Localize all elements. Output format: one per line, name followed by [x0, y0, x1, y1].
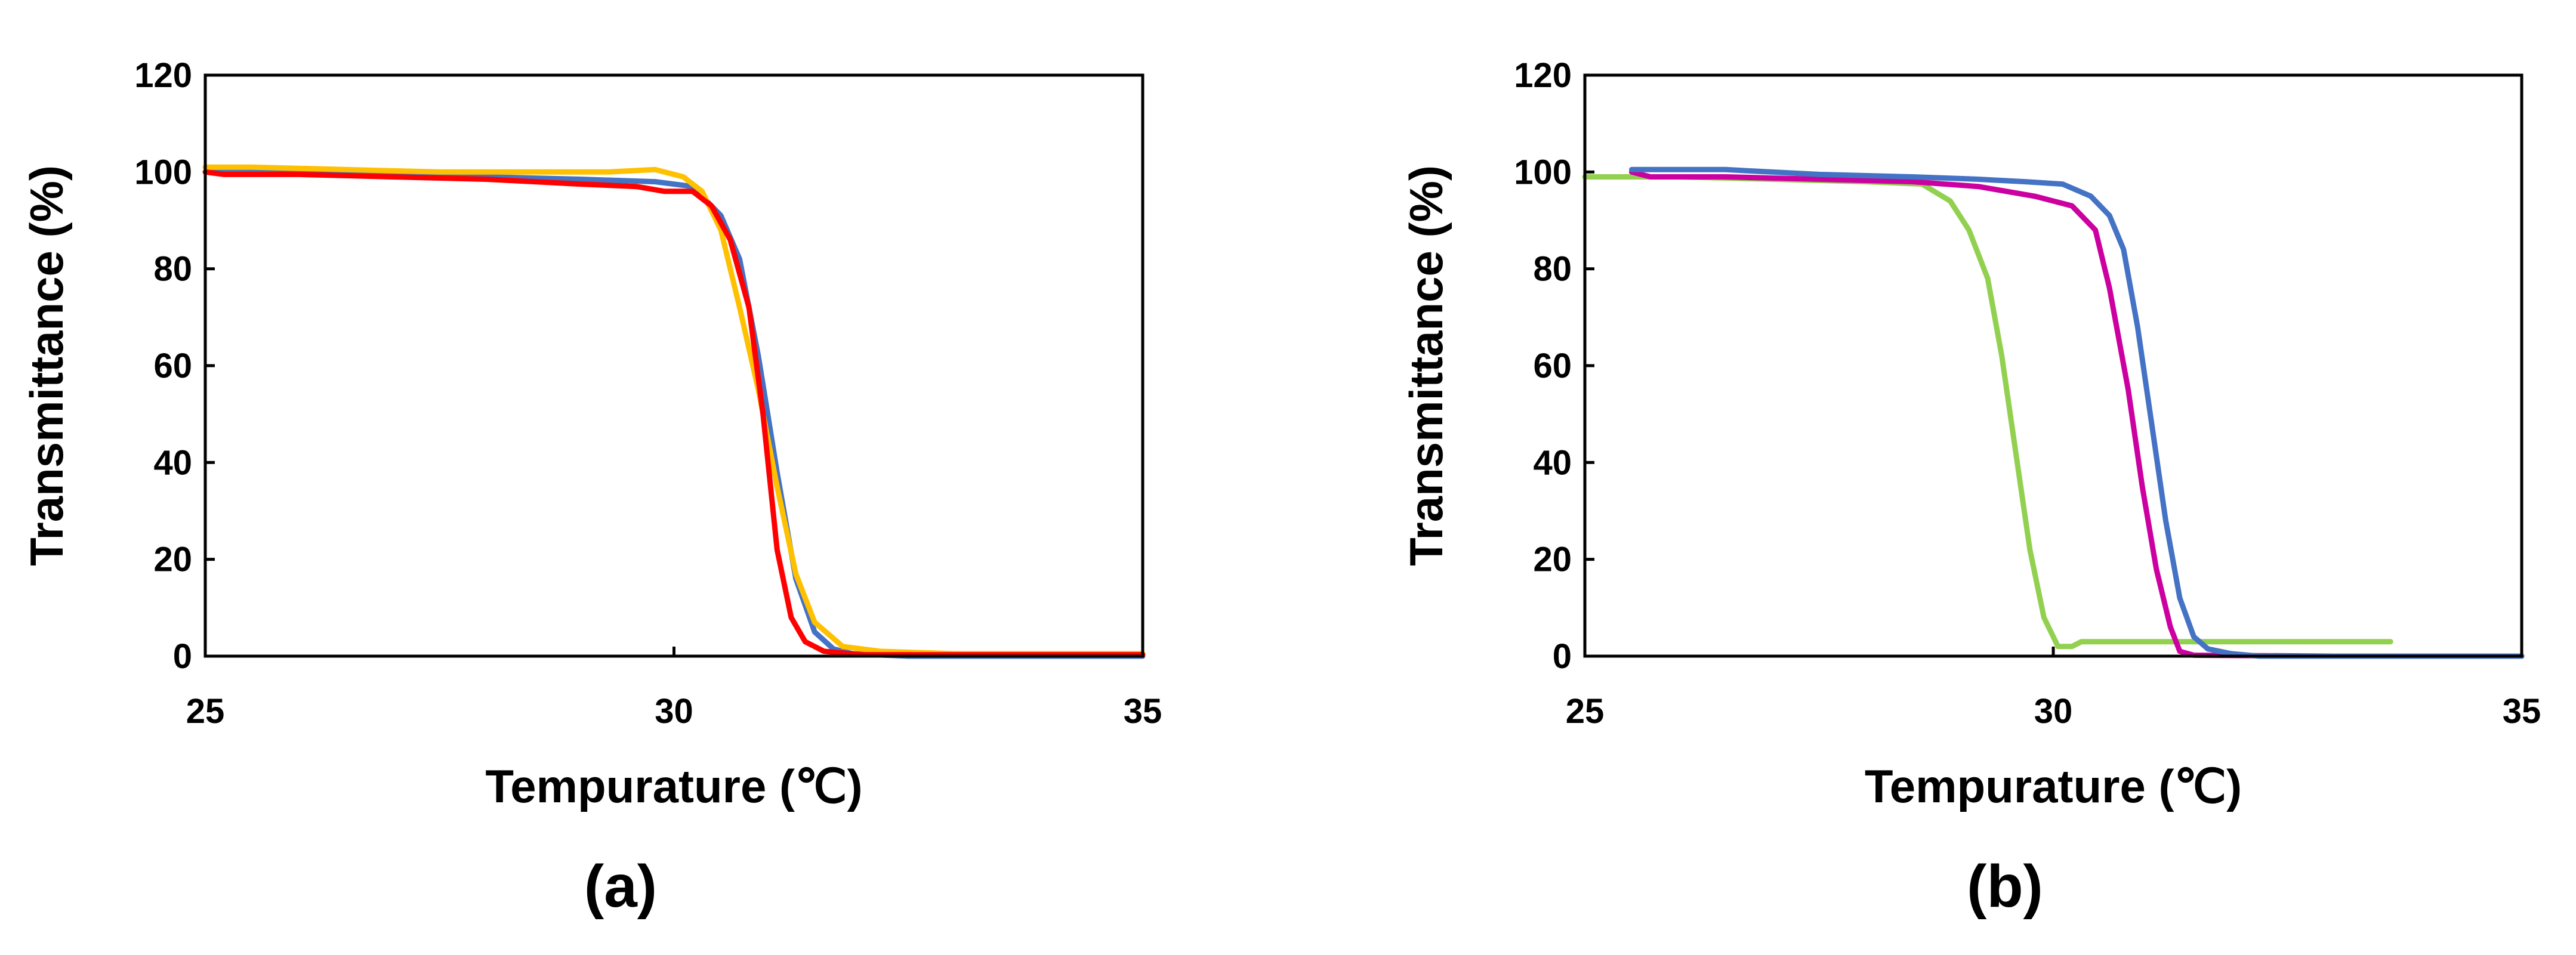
panel-a-y-tick-label: 0	[173, 637, 192, 676]
panel-b-x-tick-label: 30	[2034, 692, 2073, 731]
panel-b-series-2-line	[1629, 169, 2525, 659]
panel-b-label: (b)	[1967, 853, 2043, 920]
panel-b-y-tick-label: 20	[1533, 540, 1572, 579]
panel-b-x-axis: 25 30 35	[1566, 647, 2541, 731]
panel-b-y-tick-label: 0	[1553, 637, 1572, 676]
panel-a-y-axis: 0 20 40 60 80 100 120	[134, 56, 215, 676]
panel-b-y-axis-label: Transmittance (%)	[1400, 165, 1452, 566]
panel-b-y-tick-label: 100	[1514, 153, 1572, 191]
panel-a-plot-frame	[203, 73, 1144, 658]
panel-b-series-1-line	[1582, 174, 2393, 650]
panel-b-x-tick-label: 25	[1566, 692, 1605, 731]
panel-b-x-tick-label: 35	[2503, 692, 2541, 731]
panel-a-series-3-line	[202, 169, 1146, 658]
panel-a-series-1-line	[202, 169, 1146, 659]
panel-b-plot-area	[1582, 166, 2525, 659]
panel-b-series-3-line	[1629, 166, 2525, 659]
panel-a-series-2-line	[202, 164, 1146, 657]
panel-b-y-tick-label: 40	[1533, 443, 1572, 482]
panel-a-y-tick-label: 60	[153, 347, 192, 385]
panel-b-y-tick-label: 80	[1533, 250, 1572, 289]
panel-b-x-axis-label: Tempurature (℃)	[1865, 760, 2242, 812]
panel-b-y-tick-label: 120	[1514, 56, 1572, 95]
panel-a-y-tick-label: 120	[134, 56, 192, 95]
panel-a-label: (a)	[584, 853, 657, 920]
panel-a-chart: 0 20 40 60 80 100 120 25 30 35 Tempurature (℃) T…	[20, 56, 1162, 920]
panel-a-y-tick-label: 80	[153, 250, 192, 289]
panel-a-y-tick-label: 20	[153, 540, 192, 579]
panel-a-plot-area	[202, 164, 1146, 659]
panel-b-plot-frame	[1583, 73, 2523, 658]
panel-b-y-axis: 0 20 40 60 80 100 120	[1514, 56, 1594, 676]
panel-a-x-axis-label: Tempurature (℃)	[485, 760, 862, 812]
panel-b-chart: 0 20 40 60 80 100 120 25 30 35 Tempurature (℃) T…	[1400, 56, 2541, 920]
panel-a-x-axis: 25 30 35	[186, 647, 1162, 731]
panel-a-y-axis-label: Transmittance (%)	[20, 165, 73, 566]
panel-a-x-tick-label: 35	[1124, 692, 1162, 731]
panel-a-x-tick-label: 25	[186, 692, 225, 731]
panel-b-y-tick-label: 60	[1533, 347, 1572, 385]
panel-a-y-tick-label: 40	[153, 443, 192, 482]
panel-a-x-tick-label: 30	[655, 692, 693, 731]
panel-a-y-tick-label: 100	[134, 153, 192, 191]
